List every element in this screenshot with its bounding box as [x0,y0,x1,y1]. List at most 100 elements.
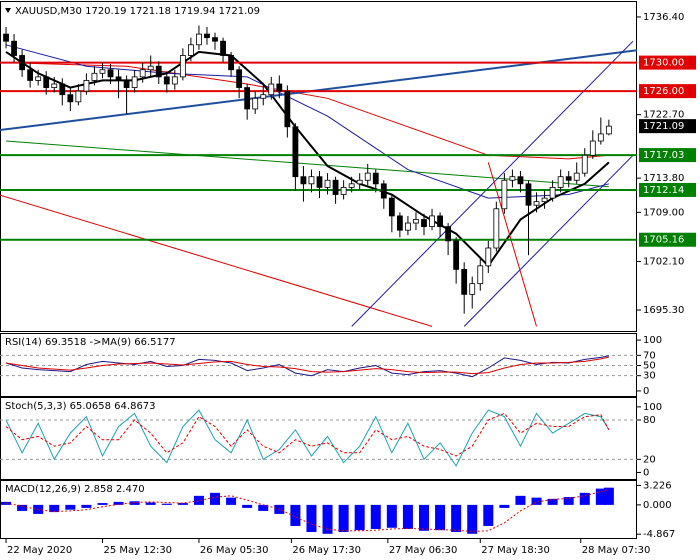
level-label-box [639,232,696,247]
y-tick-label: 1695.30 [643,305,684,316]
candle-body [163,76,170,85]
level-label-box [639,84,696,99]
macd-bar [370,504,381,529]
x-tick-label: 26 May 05:30 [200,545,269,556]
candle-body [413,219,419,224]
candle-body [171,76,178,85]
candle-body [67,94,74,103]
candle-body [453,240,460,270]
macd-bar [322,504,333,534]
candle-body [421,219,427,228]
series-line [5,356,610,375]
candle-body [388,197,395,217]
candle-body [147,65,154,71]
macd-bar [129,501,140,505]
macd-bar [563,497,574,505]
candle-body [324,179,331,188]
candle-body [27,69,34,81]
macd-bar [547,498,558,505]
panel-title: Stoch(5,3,3) 65.0658 64.8673 [5,401,156,412]
level-label: 1726.00 [643,86,684,97]
candle-body [501,179,508,210]
macd-bar [145,502,156,505]
candle-body [236,69,243,88]
macd-bar [177,503,188,505]
level-label: 1730.00 [643,58,684,69]
candle-body [91,72,98,81]
candle-body [123,80,130,88]
y-tick-label: -4.867 [643,529,675,540]
candle-body [332,179,339,195]
chart-title: XAUUSD,M30 1720.19 1721.18 1719.94 1721.… [15,6,260,17]
x-tick-label: 22 May 2020 [7,545,72,556]
candle-body [212,37,218,42]
candle-body [316,176,323,188]
macd-bar [386,504,397,528]
macd-bar [49,504,60,513]
y-tick-label: 20 [643,454,656,465]
candle-body [19,55,26,71]
panel-title: RSI(14) 69.3518 ->MA(9) 66.5177 [5,337,176,348]
macd-bar [210,492,221,505]
signal-line [5,489,609,532]
candle-body [485,247,492,267]
candle-body [268,83,275,96]
y-tick-label: 1709.00 [643,207,684,218]
panel-frame [0,480,637,539]
candle-body [364,172,371,181]
candle-body [509,176,516,181]
candle-body [139,69,146,78]
panel-title: MACD(12,26,9) 2.858 2.470 [5,484,145,495]
y-tick-label: 50 [643,361,656,372]
plot-area [0,25,637,327]
macd-bar [97,503,108,505]
candle-body [99,69,106,74]
indicator-line [5,44,610,199]
indicator-line [351,40,634,327]
candle-body [340,186,347,195]
x-tick-label: 25 May 12:30 [103,545,172,556]
y-tick-label: 100 [643,335,662,346]
panel-frame [0,1,637,332]
y-tick-label: 1713.80 [643,173,684,184]
candle-body [469,283,476,295]
last-price-box [639,119,696,134]
indicator-line [0,194,433,327]
candle-body [252,97,259,110]
level-label-box [639,55,696,70]
indicator-line [5,50,610,268]
plot-area [5,409,610,467]
candle-body [59,83,66,96]
candle-body [477,265,484,285]
candle-body [131,76,138,88]
macd-bar [17,504,28,511]
macd-bar [579,492,590,505]
x-tick-label: 27 May 18:30 [481,545,550,556]
macd-bar [258,504,269,511]
y-tick-label: 70 [643,350,656,361]
macd-bar [531,497,542,505]
panel-frame [0,397,637,480]
candle-body [35,76,42,81]
candle-body [429,215,435,228]
macd-bar [402,504,413,529]
series-line [5,355,610,378]
macd-bar [515,495,526,505]
candle-body [557,176,564,188]
candle-body [244,87,251,110]
candle-body [115,76,122,81]
macd-bar [306,504,317,532]
indicator-line [5,140,609,188]
candle-body [3,33,9,42]
y-tick-label: 100 [643,402,662,413]
candle-body [276,83,283,92]
candle-body [75,90,82,103]
candle-body [437,215,443,228]
candle-body [396,215,403,231]
candle-body [11,40,17,56]
series-line [5,412,610,457]
candle-body [533,201,540,206]
candle-body [107,69,114,78]
candle-body [565,176,572,181]
macd-bar [290,504,301,526]
